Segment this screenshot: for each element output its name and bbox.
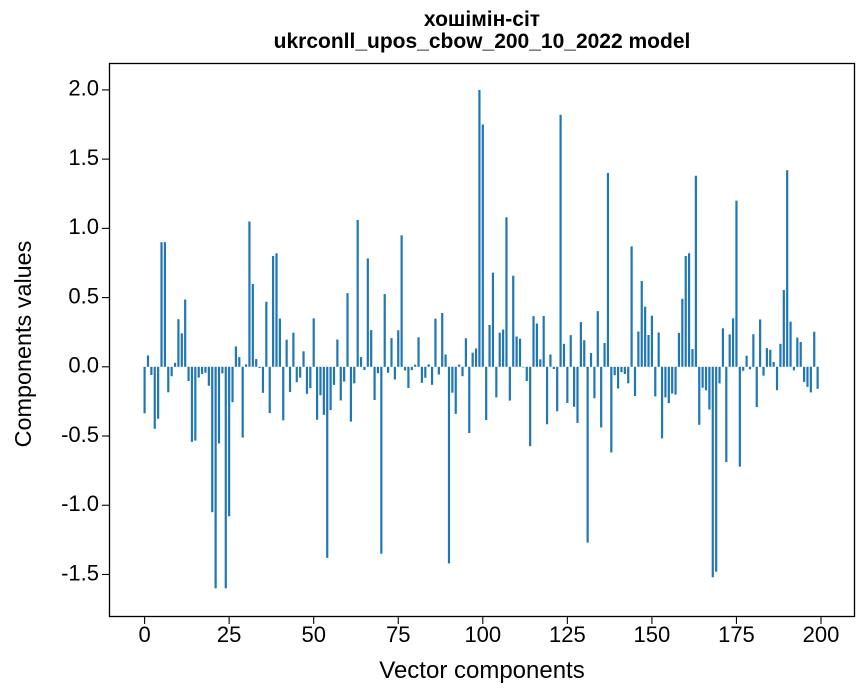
- svg-text:-1.5: -1.5: [61, 560, 99, 585]
- svg-text:1.0: 1.0: [68, 214, 99, 239]
- svg-text:200: 200: [803, 622, 840, 647]
- svg-text:150: 150: [634, 622, 671, 647]
- svg-text:25: 25: [217, 622, 241, 647]
- svg-text:-0.5: -0.5: [61, 422, 99, 447]
- svg-text:0: 0: [138, 622, 150, 647]
- svg-text:175: 175: [718, 622, 755, 647]
- svg-text:100: 100: [464, 622, 501, 647]
- svg-text:125: 125: [549, 622, 586, 647]
- svg-text:0.5: 0.5: [68, 283, 99, 308]
- svg-text:50: 50: [301, 622, 325, 647]
- svg-text:2.0: 2.0: [68, 76, 99, 101]
- svg-text:1.5: 1.5: [68, 145, 99, 170]
- svg-text:-1.0: -1.0: [61, 491, 99, 516]
- svg-text:0.0: 0.0: [68, 353, 99, 378]
- svg-text:75: 75: [386, 622, 410, 647]
